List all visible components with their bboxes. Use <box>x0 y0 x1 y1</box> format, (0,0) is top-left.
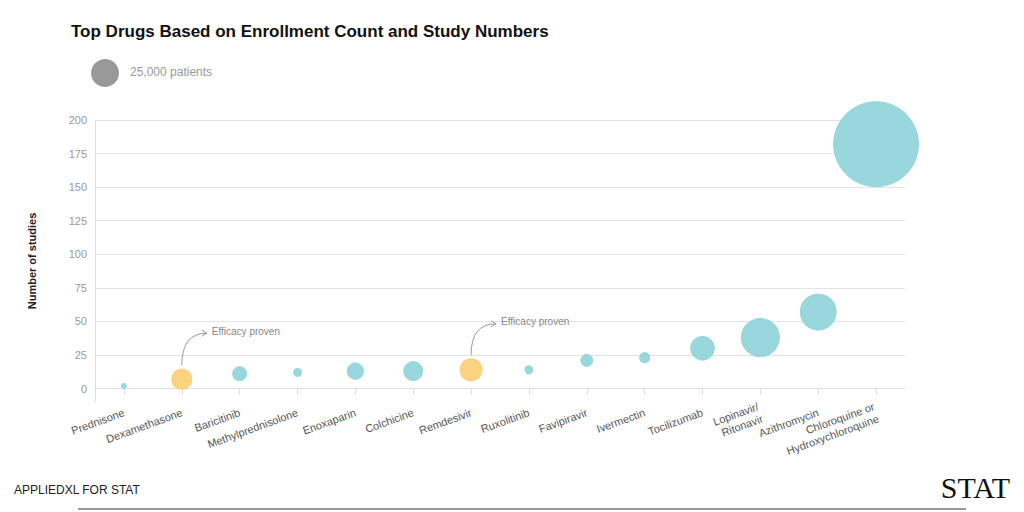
svg-text:Tocilizumab: Tocilizumab <box>646 406 704 437</box>
svg-text:25,000 patients: 25,000 patients <box>130 65 212 79</box>
svg-text:75: 75 <box>75 282 87 294</box>
svg-text:Chloroquine or: Chloroquine or <box>804 400 876 437</box>
svg-text:Methylprednisolone: Methylprednisolone <box>206 406 300 450</box>
svg-text:150: 150 <box>69 181 87 193</box>
svg-text:Ritonavir: Ritonavir <box>720 412 765 438</box>
svg-text:Prednisone: Prednisone <box>69 406 126 437</box>
svg-text:25: 25 <box>75 349 87 361</box>
svg-text:Favipiravir: Favipiravir <box>537 406 589 435</box>
svg-text:175: 175 <box>69 148 87 160</box>
svg-text:Colchicine: Colchicine <box>363 406 415 435</box>
svg-text:Number of studies: Number of studies <box>26 213 38 310</box>
svg-text:Efficacy proven: Efficacy proven <box>212 326 280 337</box>
svg-text:200: 200 <box>69 114 87 126</box>
svg-text:Ruxolitinib: Ruxolitinib <box>479 406 531 435</box>
svg-text:Enoxaparin: Enoxaparin <box>301 406 357 436</box>
svg-text:100: 100 <box>69 248 87 260</box>
svg-text:0: 0 <box>81 383 87 395</box>
svg-text:Azithromycin: Azithromycin <box>757 406 821 440</box>
svg-text:Baricitinib: Baricitinib <box>192 406 242 434</box>
svg-text:Top Drugs Based on Enrollment: Top Drugs Based on Enrollment Count and … <box>71 22 549 41</box>
svg-text:Ivermectin: Ivermectin <box>595 406 647 435</box>
svg-text:APPLIEDXL FOR STAT: APPLIEDXL FOR STAT <box>14 483 140 497</box>
svg-text:Remdesivir: Remdesivir <box>417 406 473 436</box>
svg-text:Lopinavir/: Lopinavir/ <box>711 400 761 428</box>
svg-text:50: 50 <box>75 315 87 327</box>
svg-text:STAT: STAT <box>941 471 1010 504</box>
svg-text:Dexamethasone: Dexamethasone <box>104 406 183 445</box>
svg-text:125: 125 <box>69 215 87 227</box>
svg-text:Hydroxychloroquine: Hydroxychloroquine <box>785 412 880 457</box>
svg-text:Efficacy proven: Efficacy proven <box>501 316 569 327</box>
